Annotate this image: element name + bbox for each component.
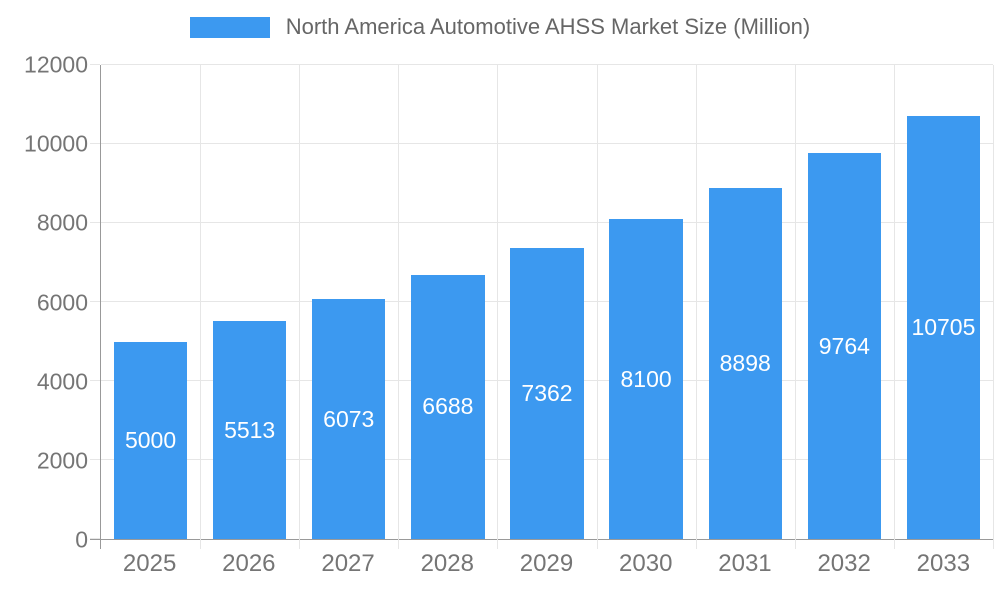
- y-axis-tick-label: 8000: [36, 209, 88, 236]
- gridline-vertical: [497, 65, 499, 539]
- bar-value-label: 5513: [224, 416, 276, 443]
- y-axis-tick-label: 6000: [36, 289, 88, 315]
- x-axis-tick: [299, 539, 301, 549]
- gridline-vertical: [695, 65, 697, 539]
- legend-label: North America Automotive AHSS Market Siz…: [285, 14, 811, 39]
- legend-swatch[interactable]: [189, 16, 270, 38]
- y-axis-tick-label: 10000: [24, 130, 88, 157]
- y-axis-tick-label: 0: [75, 526, 88, 553]
- y-axis-tick-label: 4000: [36, 368, 88, 395]
- x-axis-tick-label: 2030: [619, 550, 673, 577]
- bar-2026[interactable]: 5513: [212, 321, 287, 539]
- y-axis-tick: [90, 538, 100, 539]
- bar-value-label: 8898: [719, 349, 771, 376]
- y-axis-tick: [90, 459, 100, 461]
- legend[interactable]: North America Automotive AHSS Market Siz…: [0, 14, 1000, 40]
- bar-value-label: 6688: [422, 393, 474, 420]
- y-axis-tick: [90, 380, 100, 382]
- bar-2033[interactable]: 10705: [906, 116, 981, 539]
- x-axis-tick-label: 2029: [519, 550, 574, 577]
- x-axis-tick: [497, 539, 499, 549]
- y-axis-labels: 0 2000 4000 6000 8000 10000 12000: [0, 53, 88, 551]
- bar-2031[interactable]: 8898: [708, 187, 782, 539]
- bar-2029[interactable]: 7362: [510, 248, 584, 539]
- x-axis-tick-label: 2028: [420, 550, 474, 577]
- y-axis-tick-label: 12000: [24, 51, 88, 78]
- gridline-vertical: [596, 65, 598, 539]
- gridline-vertical: [993, 65, 994, 539]
- x-axis-tick: [794, 539, 796, 549]
- gridline-horizontal: [101, 143, 993, 144]
- bar-value-label: 10705: [911, 314, 976, 341]
- bar-2025[interactable]: 5000: [113, 341, 188, 539]
- gridline-vertical: [299, 65, 301, 539]
- y-axis-tick-label: 2000: [36, 447, 88, 474]
- gridline-vertical: [200, 65, 202, 539]
- x-axis-tick-label: 2025: [122, 550, 177, 577]
- x-axis-tick: [893, 539, 895, 549]
- x-axis-tick: [993, 539, 994, 549]
- gridline-horizontal: [101, 222, 993, 224]
- x-axis-labels: 2025 2026 2027 2028 2029 2030 2031 2032 2033: [100, 552, 993, 582]
- gridline-horizontal: [101, 64, 993, 65]
- gridline-vertical: [794, 65, 796, 539]
- x-axis-tick: [200, 539, 202, 549]
- y-axis-tick: [90, 301, 100, 302]
- y-axis-tick: [90, 222, 100, 224]
- x-axis-tick: [398, 539, 400, 549]
- bar-2027[interactable]: 6073: [312, 299, 386, 539]
- x-axis-tick-label: 2032: [817, 550, 871, 577]
- bar-value-label: 5000: [124, 426, 177, 453]
- x-axis-tick-label: 2033: [916, 550, 971, 577]
- bar-value-label: 8100: [620, 365, 672, 392]
- bar-value-label: 9764: [818, 332, 870, 359]
- gridline-vertical: [893, 65, 895, 539]
- bar-value-label: 7362: [521, 380, 573, 407]
- x-axis-tick: [596, 539, 598, 549]
- x-axis-tick-label: 2026: [222, 550, 276, 577]
- x-axis-tick-label: 2027: [321, 550, 375, 577]
- bar-2028[interactable]: 6688: [411, 274, 485, 539]
- bar-2032[interactable]: 9764: [807, 153, 881, 539]
- gridline-vertical: [398, 65, 400, 539]
- y-axis-tick: [90, 64, 100, 65]
- x-axis-tick-label: 2031: [718, 550, 772, 577]
- y-axis-tick: [90, 143, 100, 144]
- bar-2030[interactable]: 8100: [609, 219, 683, 539]
- bar-value-label: 6073: [323, 405, 375, 432]
- plot-area: 5000 5513 6073 6688 7362 8100 8898 9764 10705: [90, 64, 994, 549]
- x-axis-tick: [695, 539, 697, 549]
